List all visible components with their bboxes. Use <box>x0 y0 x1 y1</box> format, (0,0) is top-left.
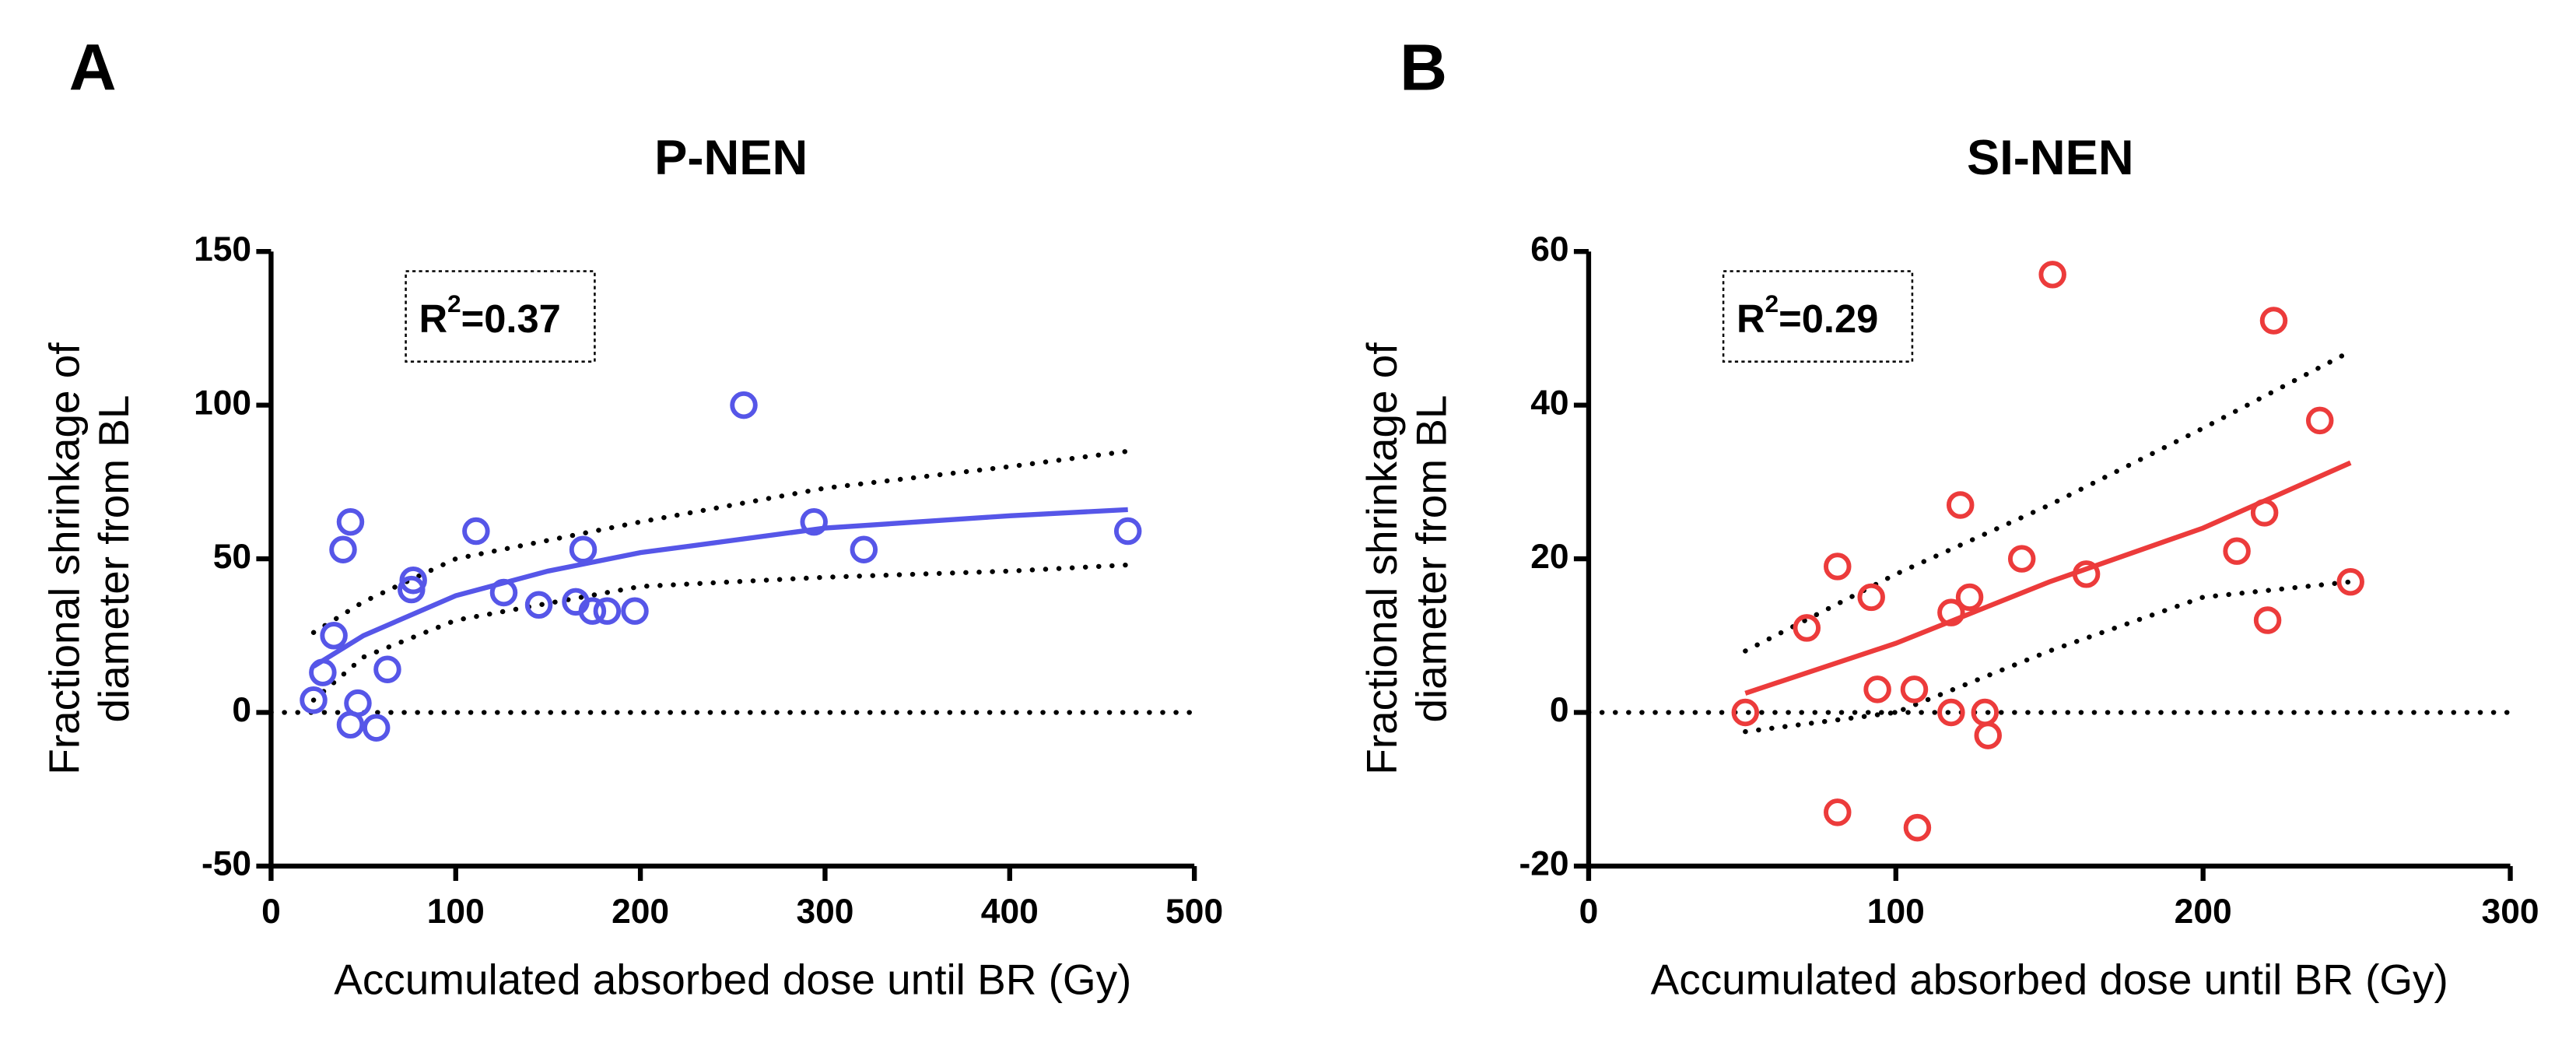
data-point <box>2038 261 2066 289</box>
fit-line <box>312 507 1128 668</box>
x-tick-label: 300 <box>2482 893 2539 931</box>
x-tick-label: 100 <box>1867 893 1925 931</box>
panel-label: A <box>69 30 117 103</box>
y-tick-label: 40 <box>1530 384 1568 422</box>
data-point <box>1824 798 1852 826</box>
data-point <box>336 507 365 536</box>
data-point <box>578 597 607 625</box>
x-tick-label: 200 <box>2175 893 2232 931</box>
data-point <box>2072 560 2101 588</box>
data-point <box>621 597 649 625</box>
x-tick-label: 300 <box>796 893 853 931</box>
annotation-superscript: 2 <box>447 289 461 318</box>
x-tick-label: 0 <box>261 893 281 931</box>
data-point <box>362 714 391 742</box>
x-tick-label: 400 <box>981 893 1039 931</box>
y-tick-label: 20 <box>1530 538 1568 576</box>
data-point <box>309 658 337 686</box>
data-point <box>1863 675 1891 703</box>
data-point <box>1824 553 1852 581</box>
data-point <box>850 535 878 563</box>
x-tick-label: 200 <box>612 893 669 931</box>
data-point <box>1113 517 1142 546</box>
data-point <box>1857 583 1885 612</box>
data-point <box>569 535 598 563</box>
data-point <box>1793 614 1821 642</box>
confidence-band <box>310 562 1130 703</box>
data-point <box>1937 698 1965 727</box>
data-point <box>2007 545 2036 573</box>
y-tick-label: 0 <box>1550 691 1569 729</box>
y-tick-label: 150 <box>194 230 251 268</box>
data-point <box>1731 698 1760 727</box>
annotation: R2=0.37 <box>419 289 560 341</box>
y-axis-title-line: diameter from BL <box>89 395 137 723</box>
data-point <box>2336 567 2364 596</box>
data-point <box>1955 583 1984 612</box>
annotation-superscript: 2 <box>1765 289 1779 318</box>
data-point <box>2250 499 2279 527</box>
y-axis-title: Fractional shrinkage ofdiameter from BL <box>1358 342 1455 775</box>
annotation-part: =0.29 <box>1779 296 1878 341</box>
fit-line <box>1744 460 2352 696</box>
x-axis-title: Accumulated absorbed dose until BR (Gy) <box>1651 955 2448 1003</box>
x-axis-title: Accumulated absorbed dose until BR (Gy) <box>334 955 1131 1003</box>
data-point <box>1937 598 1965 626</box>
data-point <box>2223 537 2251 565</box>
panel-label: B <box>1400 30 1447 103</box>
annotation: R2=0.29 <box>1737 289 1878 341</box>
y-tick-label: -20 <box>1519 845 1569 883</box>
x-tick-label: 500 <box>1165 893 1223 931</box>
data-point <box>329 535 357 563</box>
data-point <box>344 689 372 717</box>
data-point <box>2253 606 2282 634</box>
y-axis-title-line: Fractional shrinkage of <box>1358 342 1406 775</box>
annotation-box <box>1722 270 1914 363</box>
data-point <box>373 655 401 683</box>
y-tick-label: 0 <box>232 691 251 729</box>
data-point <box>730 391 758 419</box>
data-point <box>1946 491 1975 519</box>
y-tick-label: -50 <box>202 845 251 883</box>
confidence-band <box>1743 579 2353 735</box>
data-point <box>300 686 328 714</box>
data-point <box>800 507 828 536</box>
y-tick-label: 60 <box>1530 230 1568 268</box>
y-axis-title: Fractional shrinkage ofdiameter from BL <box>40 342 137 775</box>
y-axis-title-line: Fractional shrinkage of <box>40 342 88 775</box>
annotation-box <box>405 270 596 363</box>
data-point <box>524 591 553 619</box>
data-point <box>462 517 490 546</box>
y-tick-label: 50 <box>213 538 251 576</box>
data-point <box>2305 406 2334 435</box>
annotation-part: R <box>419 296 447 341</box>
y-axis-title-line: diameter from BL <box>1407 395 1455 723</box>
chart-title: P-NEN <box>654 131 808 185</box>
annotation-part: R <box>1737 296 1765 341</box>
data-point <box>489 578 518 607</box>
data-point <box>1974 721 2002 749</box>
data-point <box>2259 307 2288 335</box>
x-tick-label: 100 <box>427 893 485 931</box>
data-point <box>399 566 427 595</box>
x-tick-label: 0 <box>1579 893 1599 931</box>
y-tick-label: 100 <box>194 384 251 422</box>
data-point <box>1900 675 1929 703</box>
data-point <box>320 622 348 650</box>
data-point <box>593 597 622 625</box>
data-point <box>1903 813 1932 842</box>
annotation-part: =0.37 <box>461 296 561 341</box>
chart-title: SI-NEN <box>1967 131 2134 185</box>
